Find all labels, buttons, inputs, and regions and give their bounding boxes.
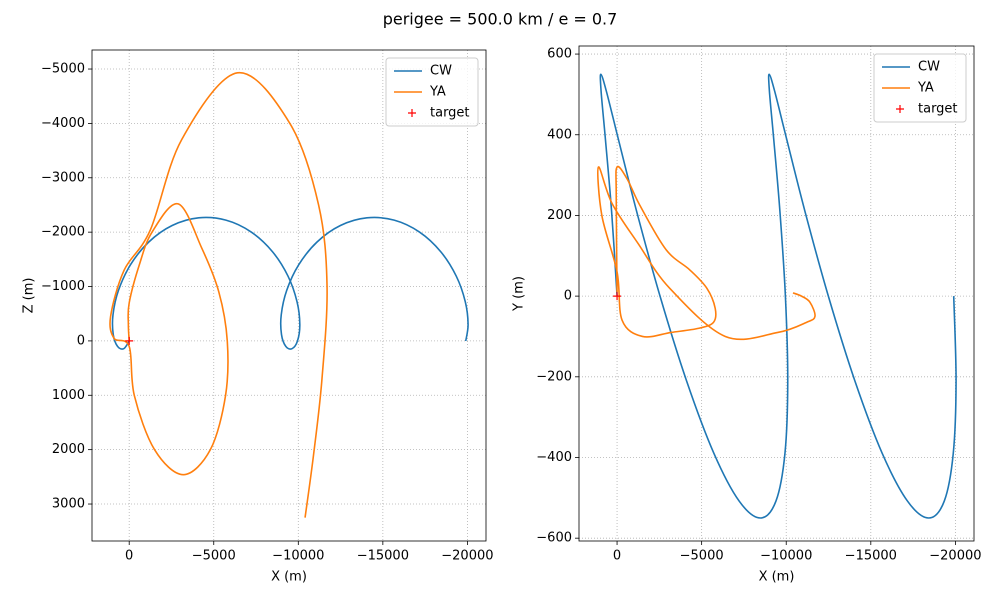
- y-tick-label: 200: [547, 208, 572, 223]
- x-tick-label: −20000: [441, 549, 493, 564]
- legend-swatch: [408, 109, 416, 117]
- target-marker: [613, 292, 622, 301]
- axes: 0 −5000 −10000 −15000 −20000 −600 −400 −200 0 200…: [512, 45, 982, 585]
- axes-frame: [91, 49, 487, 542]
- legend-label: target: [918, 102, 958, 117]
- legend-box: [873, 53, 967, 123]
- x-tick-label: −15000: [357, 549, 409, 564]
- y-tick-label: 1000: [52, 388, 85, 403]
- x-tick-label: −10000: [272, 549, 324, 564]
- axes: 0 −5000 −10000 −15000 −20000−5000−4000−3000−…: [22, 49, 494, 585]
- plot-area: [109, 72, 469, 518]
- x-tick-label: −15000: [845, 549, 897, 564]
- legend-label: target: [430, 106, 470, 121]
- y-tick-label: −4000: [41, 116, 85, 131]
- series-line: [109, 72, 328, 518]
- target-marker: [125, 336, 134, 345]
- legend: CW YA target: [873, 53, 967, 123]
- x-tick-label: −20000: [929, 549, 981, 564]
- legend-label: CW: [918, 60, 940, 75]
- x-tick-label: −5000: [192, 549, 236, 564]
- y-tick-label: −600: [536, 531, 572, 546]
- y-tick-label: −2000: [41, 225, 85, 240]
- y-tick-label: −3000: [41, 170, 85, 185]
- y-tick-label: −5000: [41, 62, 85, 77]
- axes-frame: [578, 45, 975, 542]
- x-axis-label: X (m): [271, 570, 307, 585]
- series-line: [111, 216, 469, 350]
- y-tick-label: 0: [77, 333, 85, 348]
- y-tick-label: 3000: [52, 497, 85, 512]
- y-tick-label: 0: [564, 289, 572, 304]
- y-tick-label: 400: [547, 127, 572, 142]
- y-tick-label: 600: [547, 47, 572, 62]
- x-tick-label: 0: [125, 549, 133, 564]
- plot-area: [597, 73, 957, 519]
- legend-label: YA: [917, 81, 934, 96]
- legend-label: YA: [429, 85, 446, 100]
- legend-box: [385, 57, 479, 127]
- figure-title: perigee = 500.0 km / e = 0.7: [383, 10, 618, 29]
- x-tick-label: −5000: [680, 549, 724, 564]
- legend-swatch: [896, 105, 904, 113]
- y-axis-label: Y (m): [512, 276, 527, 312]
- legend-label: CW: [430, 64, 452, 79]
- y-tick-label: 2000: [52, 442, 85, 457]
- y-tick-label: −1000: [41, 279, 85, 294]
- y-tick-label: −400: [536, 450, 572, 465]
- series-line: [599, 73, 957, 519]
- y-tick-label: −200: [536, 369, 572, 384]
- legend: CW YA target: [385, 57, 479, 127]
- x-tick-label: −10000: [760, 549, 812, 564]
- y-axis-label: Z (m): [22, 278, 37, 314]
- x-tick-label: 0: [613, 549, 621, 564]
- x-axis-label: X (m): [759, 570, 795, 585]
- series-line: [597, 165, 816, 341]
